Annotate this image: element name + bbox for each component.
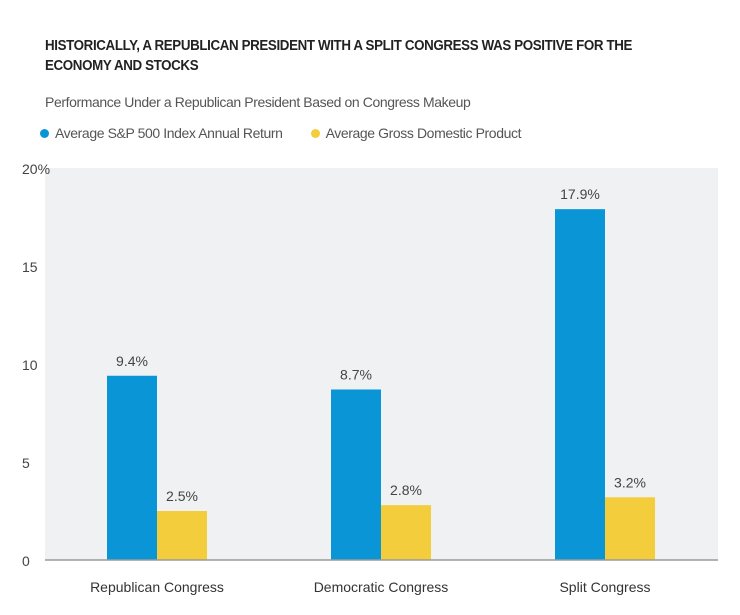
y-tick-label: 20% [22, 161, 50, 177]
data-label: 9.4% [116, 353, 148, 369]
legend-dot-yellow-icon [310, 128, 320, 138]
y-tick-label: 10 [22, 357, 38, 373]
y-tick-label: 5 [22, 455, 30, 471]
legend-item-sp500: Average S&P 500 Index Annual Return [40, 125, 283, 141]
data-label: 3.2% [614, 474, 646, 490]
data-label: 2.8% [390, 482, 422, 498]
legend-dot-blue-icon [40, 128, 49, 138]
x-tick-label: Democratic Congress [314, 579, 449, 595]
data-label: 2.5% [166, 488, 198, 504]
bar-gdp [157, 511, 207, 560]
legend-item-gdp: Average Gross Domestic Product [310, 125, 522, 141]
bar-gdp [605, 497, 655, 560]
bar-gdp [381, 505, 431, 560]
legend-label: Average Gross Domestic Product [325, 125, 522, 141]
data-label: 17.9% [560, 186, 600, 202]
y-tick-label: 15 [22, 259, 38, 275]
bar-sp500 [331, 389, 381, 560]
x-tick-label: Split Congress [559, 579, 650, 595]
plot-area [45, 168, 718, 560]
data-label: 8.7% [340, 366, 372, 382]
bar-sp500 [107, 375, 157, 560]
legend-label: Average S&P 500 Index Annual Return [55, 125, 283, 141]
chart-title: HISTORICALLY, A REPUBLICAN PRESIDENT WIT… [45, 38, 633, 74]
bar-sp500 [555, 209, 605, 560]
y-tick-label: 0 [22, 553, 30, 569]
legend: Average S&P 500 Index Annual Return Aver… [40, 125, 521, 141]
x-tick-label: Republican Congress [90, 579, 224, 595]
chart-subtitle: Performance Under a Republican President… [45, 94, 471, 110]
